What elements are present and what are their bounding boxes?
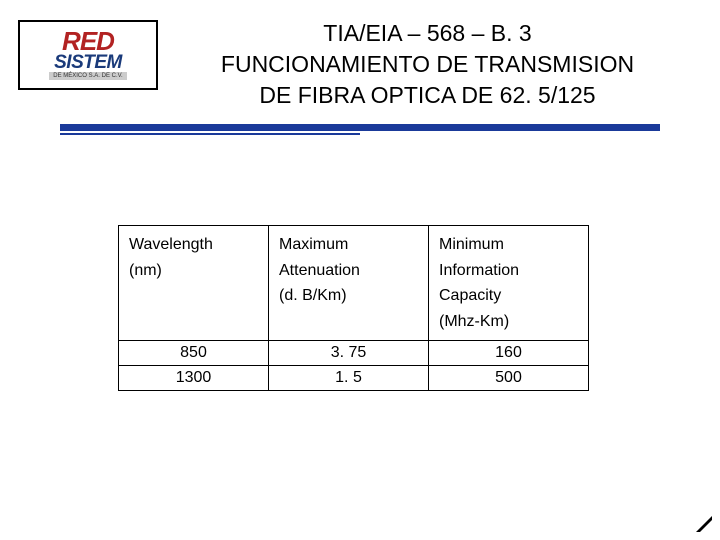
logo-text-red: RED	[62, 30, 114, 53]
header-capacity-l3: Capacity	[439, 283, 578, 309]
logo-subtext: DE MÉXICO S.A. DE C.V.	[49, 72, 126, 80]
table-row: 1300 1. 5 500	[119, 366, 589, 391]
logo-text-sistem: SISTEM	[54, 54, 122, 71]
divider-rule-bottom	[60, 133, 360, 135]
header-capacity-l1: Minimum	[439, 232, 578, 258]
table-header-row: Wavelength (nm) Maximum Attenuation (d. …	[119, 226, 589, 341]
fiber-spec-table: Wavelength (nm) Maximum Attenuation (d. …	[118, 225, 589, 391]
header-capacity: Minimum Information Capacity (Mhz-Km)	[429, 226, 589, 341]
header-wavelength: Wavelength (nm)	[119, 226, 269, 341]
cell-attenuation: 3. 75	[269, 341, 429, 366]
header-wavelength-l1: Wavelength	[129, 232, 258, 258]
slide-title: TIA/EIA – 568 – B. 3 FUNCIONAMIENTO DE T…	[175, 18, 680, 111]
header-attenuation: Maximum Attenuation (d. B/Km)	[269, 226, 429, 341]
divider-rule-top	[60, 124, 660, 131]
header-attenuation-l2: Attenuation	[279, 258, 418, 284]
header-capacity-l4: (Mhz-Km)	[439, 309, 578, 335]
header-wavelength-l2: (nm)	[129, 258, 258, 284]
cell-wavelength: 1300	[119, 366, 269, 391]
header-capacity-l2: Information	[439, 258, 578, 284]
cell-capacity: 500	[429, 366, 589, 391]
title-line-3: DE FIBRA OPTICA DE 62. 5/125	[175, 80, 680, 111]
cell-wavelength: 850	[119, 341, 269, 366]
divider-rule	[60, 124, 660, 135]
page-corner-fold-icon	[694, 514, 712, 532]
title-line-1: TIA/EIA – 568 – B. 3	[175, 18, 680, 49]
header-attenuation-l3: (d. B/Km)	[279, 283, 418, 309]
table-row: 850 3. 75 160	[119, 341, 589, 366]
title-line-2: FUNCIONAMIENTO DE TRANSMISION	[175, 49, 680, 80]
company-logo: RED SISTEM DE MÉXICO S.A. DE C.V.	[18, 20, 158, 90]
cell-capacity: 160	[429, 341, 589, 366]
header-attenuation-l1: Maximum	[279, 232, 418, 258]
cell-attenuation: 1. 5	[269, 366, 429, 391]
